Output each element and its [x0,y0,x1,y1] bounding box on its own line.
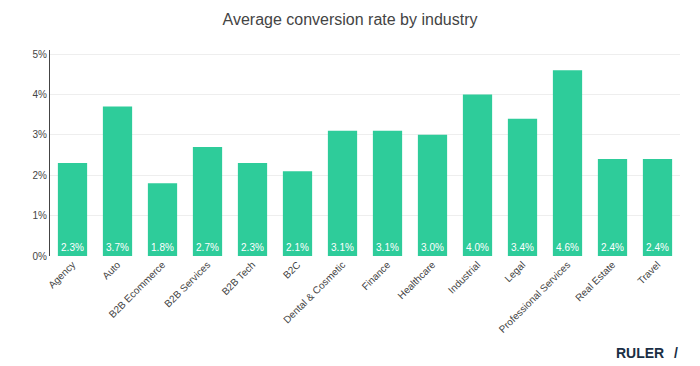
svg-text:Auto: Auto [100,259,123,282]
svg-text:RULER: RULER [616,345,664,361]
svg-text:0%: 0% [33,251,48,262]
svg-text:Industrial: Industrial [446,259,482,295]
svg-text:3.4%: 3.4% [511,242,534,253]
svg-text:Dental & Cosmetic: Dental & Cosmetic [281,259,347,325]
svg-text:Finance: Finance [360,259,393,292]
svg-text:4.6%: 4.6% [556,242,579,253]
svg-text:B2B Ecommerce: B2B Ecommerce [107,259,168,320]
svg-text:Average conversion rate by ind: Average conversion rate by industry [223,11,478,28]
svg-text:Agency: Agency [46,259,77,290]
svg-text:3.1%: 3.1% [331,242,354,253]
svg-text:/: / [674,345,678,361]
svg-text:2.3%: 2.3% [241,242,264,253]
svg-text:2.1%: 2.1% [286,242,309,253]
svg-text:4%: 4% [33,89,48,100]
svg-text:Professional Services: Professional Services [497,259,573,335]
svg-text:B2B Services: B2B Services [162,259,212,309]
svg-text:2%: 2% [33,170,48,181]
svg-text:5%: 5% [33,49,48,60]
svg-text:3.1%: 3.1% [376,242,399,253]
svg-text:4.0%: 4.0% [466,242,489,253]
svg-text:2.7%: 2.7% [196,242,219,253]
svg-text:1%: 1% [33,210,48,221]
svg-text:B2C: B2C [281,259,303,281]
svg-text:Healthcare: Healthcare [395,259,437,301]
svg-text:1.8%: 1.8% [151,242,174,253]
svg-text:2.4%: 2.4% [646,242,669,253]
svg-text:3.7%: 3.7% [106,242,129,253]
svg-text:Travel: Travel [635,259,662,286]
svg-text:3%: 3% [33,129,48,140]
svg-text:Real Estate: Real Estate [573,259,618,304]
svg-text:2.4%: 2.4% [601,242,624,253]
svg-text:2.3%: 2.3% [61,242,84,253]
svg-text:Legal: Legal [502,259,527,284]
svg-text:3.0%: 3.0% [421,242,444,253]
svg-text:B2B Tech: B2B Tech [220,259,258,297]
